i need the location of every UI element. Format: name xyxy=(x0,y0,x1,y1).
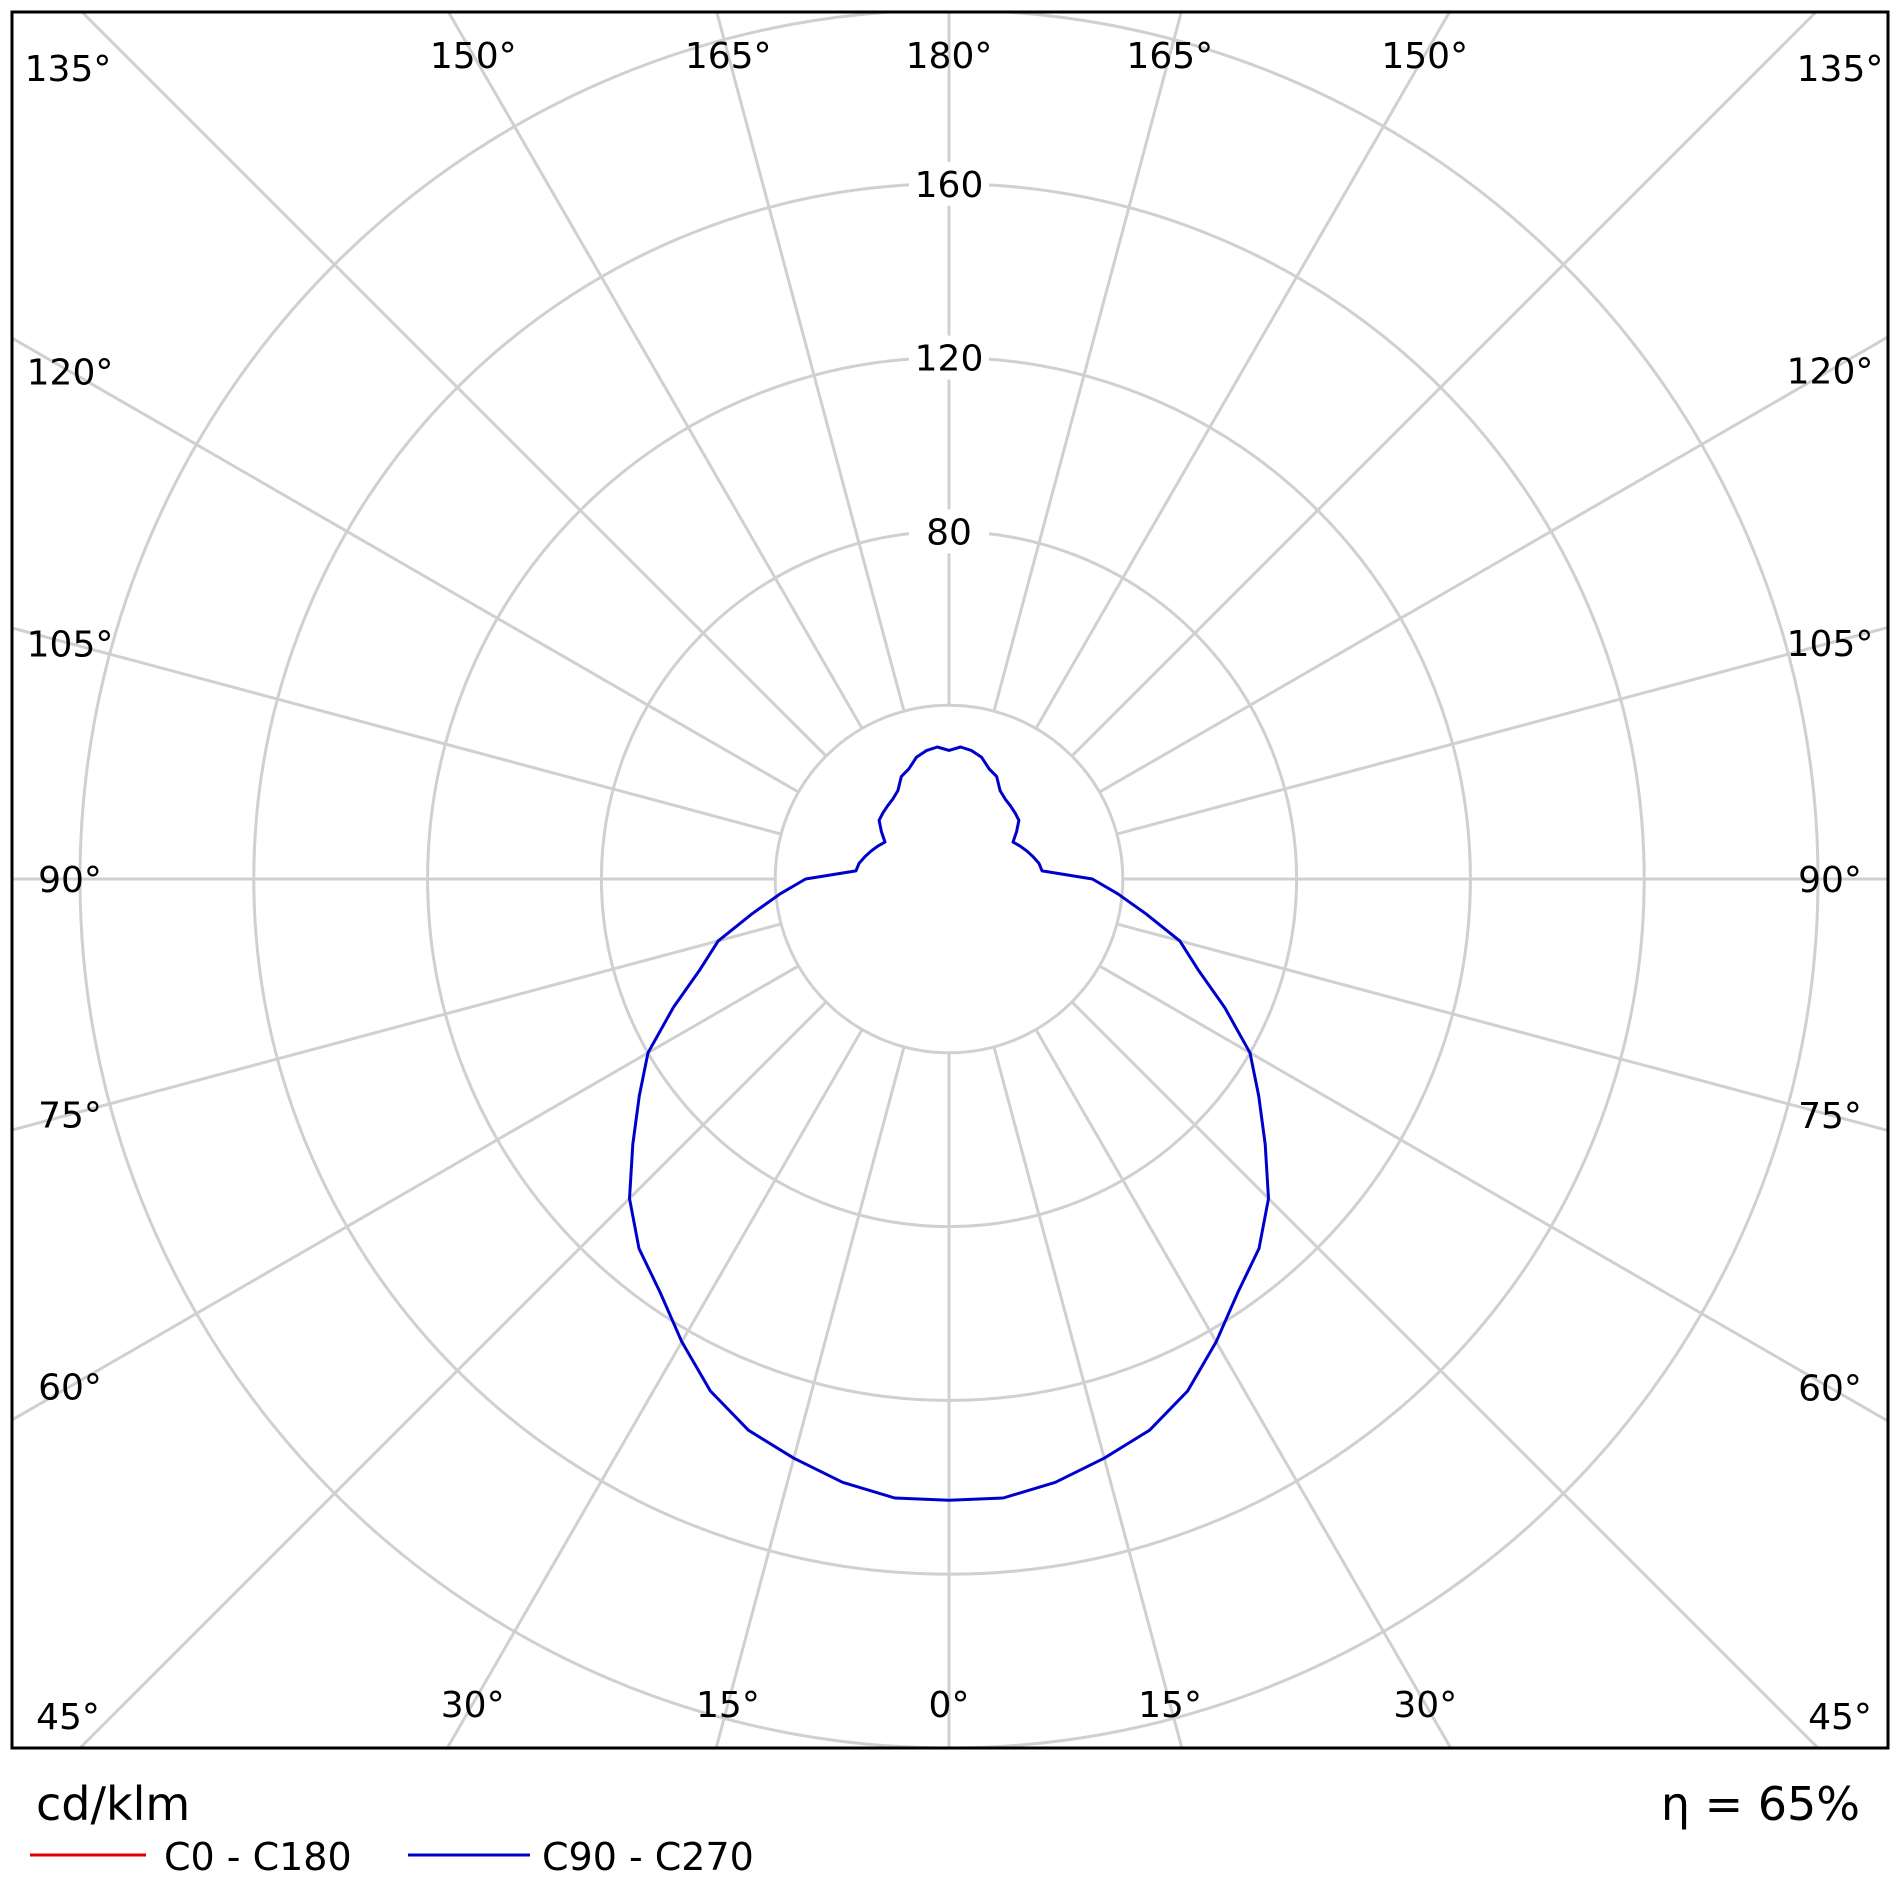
angle-tick-label: 15° xyxy=(1138,1685,1202,1726)
spoke-150 xyxy=(1034,12,1451,730)
ring-200 xyxy=(78,12,1820,1748)
spoke-105 xyxy=(1116,625,1888,836)
angle-tick-label: 75° xyxy=(1798,1096,1862,1137)
spoke-135 xyxy=(80,12,828,758)
angle-tick-label: 90° xyxy=(38,860,102,901)
angle-tick-label: 150° xyxy=(430,36,517,77)
radial-tick-labels: 80 120 160 xyxy=(909,161,989,554)
plot-frame xyxy=(10,10,1890,1750)
angle-tick-label: 135° xyxy=(25,49,112,90)
angle-tick-label: 60° xyxy=(1798,1369,1862,1410)
angle-tick-label: 105° xyxy=(27,624,114,665)
angle-tick-label: 135° xyxy=(1797,49,1884,90)
efficiency-label: η = 65% xyxy=(1661,1777,1860,1831)
spoke-75 xyxy=(1116,922,1888,1133)
legend-label-c90-c270: C90 - C270 xyxy=(542,1835,754,1879)
spoke-30 xyxy=(1034,1028,1453,1748)
angle-tick-labels: 0° 15° 30° 45° 60° 75° 90° 105° 120° 135° 150° 165°… xyxy=(25,36,1884,1738)
radial-label-bg xyxy=(909,161,989,206)
spoke-165 xyxy=(715,12,906,712)
legend: C0 - C180 C90 - C270 xyxy=(30,1835,754,1879)
spoke-60 xyxy=(1098,964,1888,1423)
spoke-165 xyxy=(992,12,1183,712)
legend-label-c0-c180: C0 - C180 xyxy=(164,1835,352,1879)
polar-grid xyxy=(12,12,1888,1748)
radial-label-bg xyxy=(909,335,989,380)
angle-tick-label: 45° xyxy=(1808,1697,1872,1738)
spoke-120 xyxy=(1098,335,1888,794)
angle-tick-label: 105° xyxy=(1787,624,1874,665)
radial-tick-label: 160 xyxy=(915,165,984,206)
angle-tick-label: 120° xyxy=(1787,351,1874,392)
angle-tick-label: 45° xyxy=(36,1697,100,1738)
angle-tick-label: 150° xyxy=(1381,36,1468,77)
radial-tick-label: 120 xyxy=(915,339,984,380)
angle-tick-label: 165° xyxy=(1126,36,1213,77)
angle-tick-label: 90° xyxy=(1798,860,1862,901)
angle-tick-label: 60° xyxy=(38,1367,102,1408)
spoke-15 xyxy=(714,1046,906,1748)
angle-tick-label: 75° xyxy=(38,1096,102,1137)
radial-label-bg xyxy=(909,509,989,554)
spoke-120 xyxy=(12,336,800,794)
spoke-45 xyxy=(78,1000,828,1748)
spoke-105 xyxy=(12,626,782,836)
radial-tick-label: 80 xyxy=(926,512,972,553)
spoke-135 xyxy=(1070,12,1818,758)
angle-tick-label: 165° xyxy=(685,36,772,77)
spoke-30 xyxy=(445,1028,864,1748)
series-curve-1 xyxy=(628,745,1270,1502)
angle-tick-label: 0° xyxy=(929,1685,970,1726)
curves xyxy=(628,745,1270,1502)
spoke-60 xyxy=(12,964,800,1422)
ring-40 xyxy=(773,703,1125,1055)
angle-tick-label: 120° xyxy=(27,353,114,394)
angle-tick-label: 30° xyxy=(1393,1685,1457,1726)
angle-tick-label: 15° xyxy=(696,1685,760,1726)
spoke-15 xyxy=(992,1046,1184,1748)
unit-label: cd/klm xyxy=(36,1777,190,1831)
spoke-45 xyxy=(1070,1000,1820,1748)
angle-tick-label: 30° xyxy=(441,1685,505,1726)
spoke-75 xyxy=(12,922,782,1132)
angle-tick-label: 180° xyxy=(906,36,993,77)
spoke-150 xyxy=(447,12,864,730)
